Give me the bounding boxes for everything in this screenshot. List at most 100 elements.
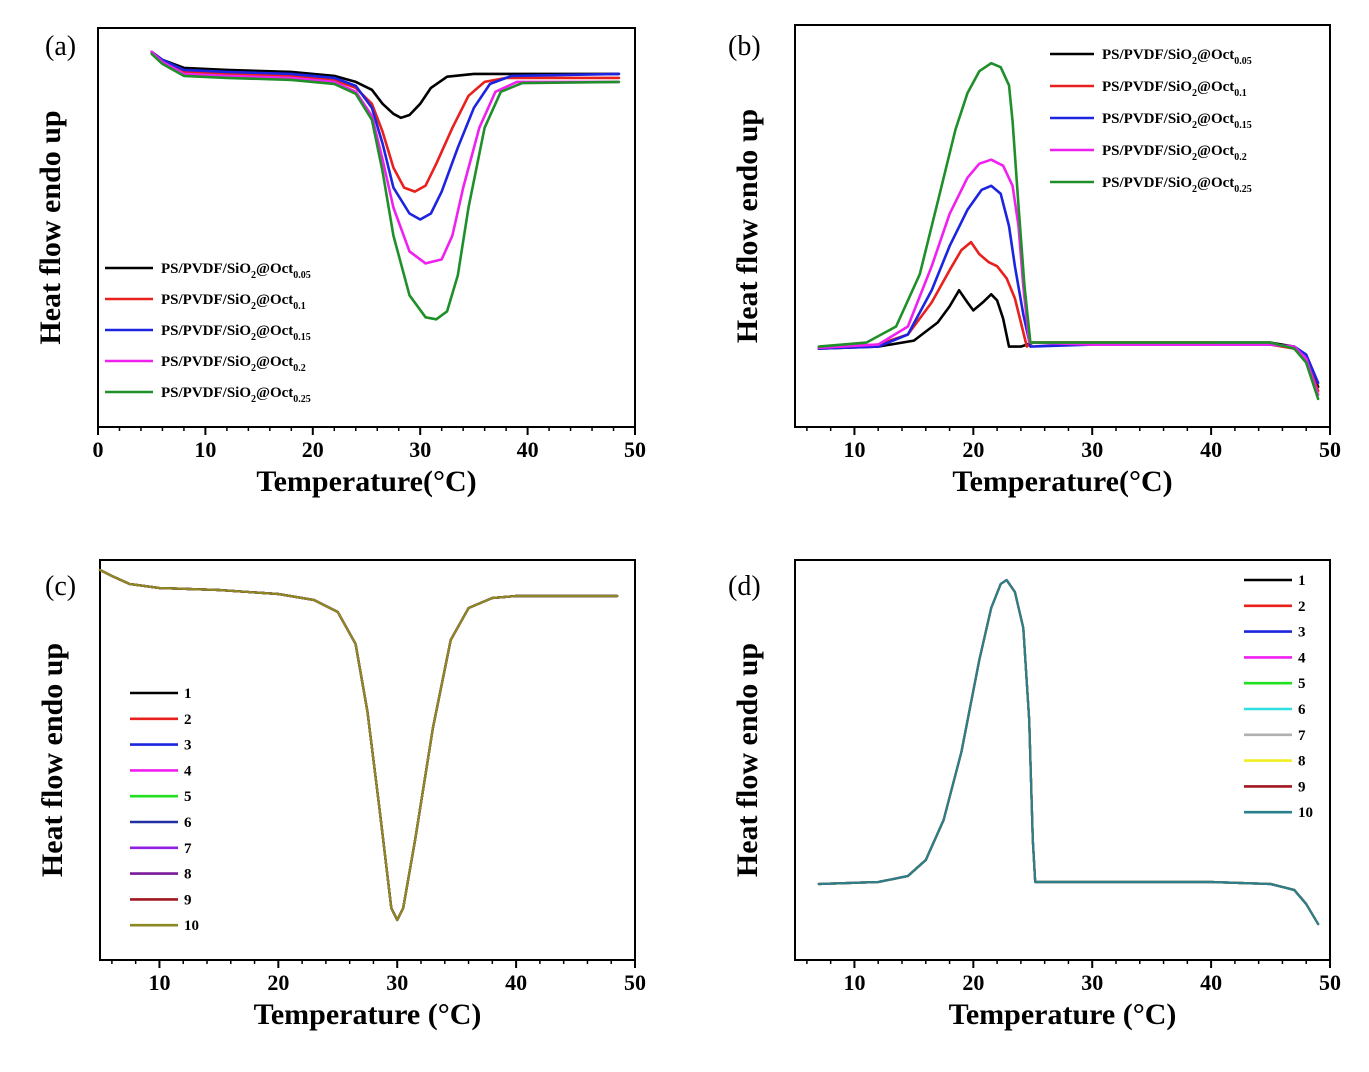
series-line-1 [150,50,621,120]
series-line-6 [817,578,1320,926]
panel-label: (b) [728,31,761,62]
legend-label: PS/PVDF/SiO2@Oct0.2 [161,354,306,374]
legend-label: 10 [184,918,199,934]
panel-1: 0 10 20 30 40 50 Temperature(°C) Heat flow endo… [34,27,646,498]
y-axis-title: Heat flow endo up [34,110,67,344]
x-tick-label: 40 [517,437,539,462]
legend-label: PS/PVDF/SiO2@Oct0.25 [161,385,311,405]
y-axis-title: Heat flow endo up [36,643,69,877]
series-group [98,568,619,922]
plot-frame [794,559,1331,961]
plot-frame [794,24,1331,428]
legend-label: 9 [184,892,192,908]
x-axis-title: Temperature (°C) [949,998,1177,1031]
series-line-10 [98,568,619,922]
plot-frame [99,559,636,961]
series-line-1 [817,578,1320,926]
series-line-2 [817,240,1320,393]
legend: 1 2 3 4 5 6 7 8 9 10 [130,686,199,934]
legend: PS/PVDF/SiO2@Oct0.05 PS/PVDF/SiO2@Oct0.1 P… [1050,47,1252,195]
series-group [817,61,1320,401]
x-tick-label: 40 [505,970,527,995]
x-tick-label: 10 [148,970,170,995]
series-line-2 [150,50,621,193]
legend-label: 6 [184,815,192,831]
series-line-3 [817,184,1320,385]
x-tick-label: 20 [962,970,984,995]
legend-label: PS/PVDF/SiO2@Oct0.05 [1102,47,1252,67]
x-axis-title: Temperature(°C) [952,465,1172,498]
x-axis-title: Temperature(°C) [256,465,476,498]
legend-label: 7 [184,841,192,857]
legend-label: PS/PVDF/SiO2@Oct0.15 [1102,111,1252,131]
x-tick-label: 50 [1319,437,1341,462]
legend-label: 9 [1298,779,1306,795]
x-tick-label: 50 [624,437,646,462]
panel-label: (a) [45,31,76,62]
legend: PS/PVDF/SiO2@Oct0.05 PS/PVDF/SiO2@Oct0.1 P… [105,261,311,405]
legend-label: 10 [1298,805,1313,821]
y-axis-title: Heat flow endo up [731,643,764,877]
legend-label: 7 [1298,728,1306,744]
y-axis-title: Heat flow endo up [731,109,764,343]
x-tick-label: 30 [409,437,431,462]
series-line-5 [817,61,1320,401]
legend-label: 4 [1298,650,1306,666]
x-tick-label: 40 [1200,437,1222,462]
legend-label: 5 [184,789,192,805]
legend-label: PS/PVDF/SiO2@Oct0.1 [1102,79,1247,99]
x-tick-label: 50 [624,970,646,995]
legend-label: PS/PVDF/SiO2@Oct0.15 [161,323,311,343]
legend-label: 1 [1298,573,1306,589]
x-tick-label: 30 [1081,437,1103,462]
series-line-8 [817,578,1320,926]
series-line-4 [817,158,1320,397]
legend-label: PS/PVDF/SiO2@Oct0.2 [1102,143,1247,163]
series-group [150,50,621,321]
series-line-10 [817,578,1320,926]
legend: 1 2 3 4 5 6 7 8 9 10 [1244,573,1313,821]
x-tick-label: 30 [1081,970,1103,995]
panel-4: 10 20 30 40 50 Temperature (°C) Heat flow endo… [728,559,1341,1031]
x-tick-label: 50 [1319,970,1341,995]
series-line-3 [150,50,621,221]
legend-label: 8 [1298,754,1306,770]
panel-2: 10 20 30 40 50 Temperature(°C) Heat flow endo … [728,24,1341,498]
panel-3: 10 20 30 40 50 Temperature (°C) Heat flow endo… [36,559,646,1031]
legend-label: 8 [184,867,192,883]
series-line-9 [817,578,1320,926]
series-line-3 [817,578,1320,926]
legend-label: 3 [1298,625,1306,641]
legend-label: 3 [184,738,192,754]
legend-label: 2 [184,712,192,728]
x-tick-label: 0 [93,437,104,462]
legend-label: 1 [184,686,192,702]
x-tick-label: 30 [386,970,408,995]
legend-label: 2 [1298,599,1306,615]
series-line-4 [817,578,1320,926]
x-tick-label: 10 [843,970,865,995]
series-group [817,578,1320,926]
series-line-2 [817,578,1320,926]
x-tick-label: 10 [843,437,865,462]
legend-label: PS/PVDF/SiO2@Oct0.05 [161,261,311,281]
x-tick-label: 10 [194,437,216,462]
legend-label: PS/PVDF/SiO2@Oct0.25 [1102,175,1252,195]
panel-label: (c) [45,571,76,602]
series-line-7 [817,578,1320,926]
legend-label: 4 [184,763,192,779]
x-axis-title: Temperature (°C) [254,998,482,1031]
legend-label: PS/PVDF/SiO2@Oct0.1 [161,292,306,312]
x-tick-label: 20 [267,970,289,995]
legend-label: 5 [1298,676,1306,692]
series-line-4 [150,50,621,265]
series-line-5 [150,52,621,321]
panel-label: (d) [728,571,761,602]
legend-label: 6 [1298,702,1306,718]
x-tick-label: 20 [962,437,984,462]
plot-frame [97,27,636,428]
x-tick-label: 40 [1200,970,1222,995]
x-tick-label: 20 [302,437,324,462]
series-line-5 [817,578,1320,926]
